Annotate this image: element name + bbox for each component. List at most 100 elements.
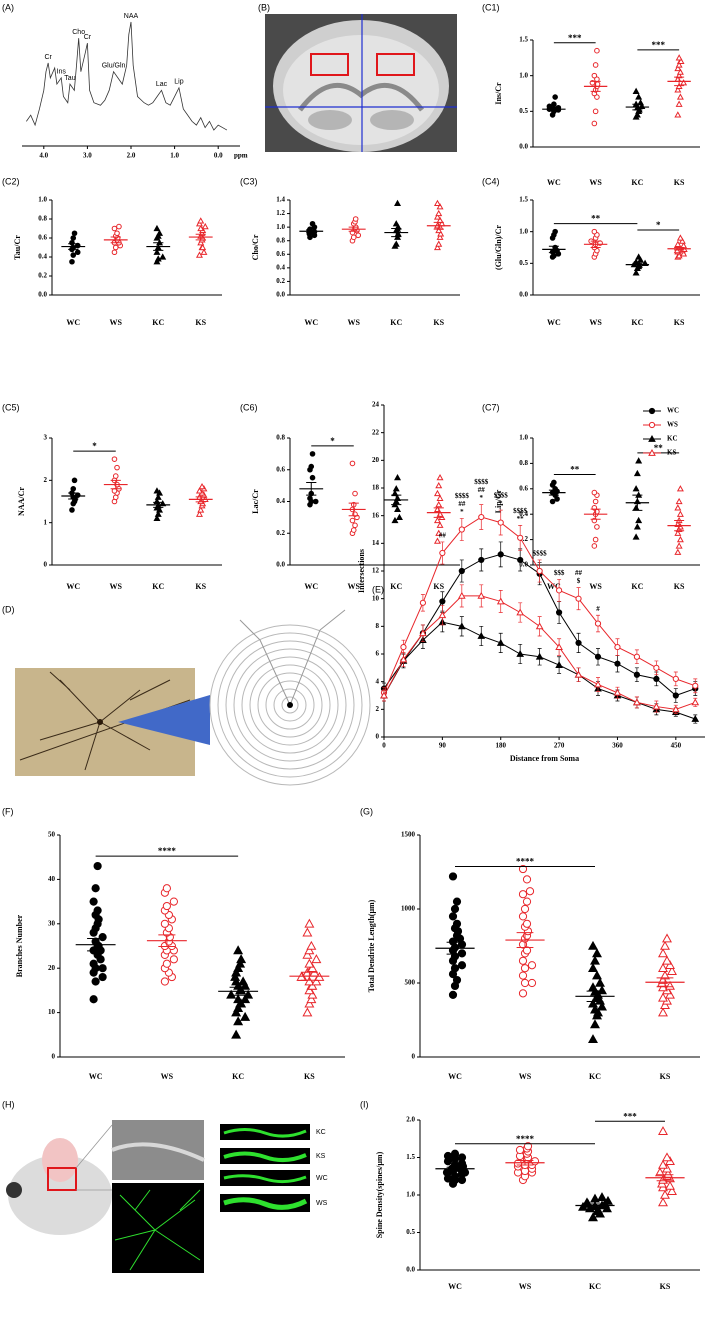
data-point [435, 501, 443, 508]
data-point [306, 940, 317, 950]
data-point [302, 1007, 313, 1017]
data-point [590, 1019, 600, 1029]
data-point [675, 54, 683, 61]
data-point [594, 524, 600, 530]
data-point [231, 1007, 242, 1017]
data-point [675, 497, 683, 505]
data-point [238, 976, 249, 986]
data-point [677, 57, 685, 65]
error-bar [87, 937, 105, 952]
data-point [392, 220, 400, 227]
data-point [457, 622, 466, 630]
y-tick-label: 0.5 [519, 259, 528, 267]
data-point [653, 664, 660, 671]
error-bar [433, 507, 444, 518]
y-tick-label: 1.5 [519, 196, 528, 204]
peak-label: Lac [156, 81, 168, 88]
x-tick-label: KS [660, 1072, 671, 1081]
data-point [588, 998, 598, 1008]
data-point [69, 507, 75, 513]
data-point [448, 990, 458, 999]
data-point [676, 234, 684, 241]
data-point [457, 591, 466, 599]
panel-label: (C2) [2, 176, 20, 186]
x-tick-label: KC [152, 318, 164, 327]
y-tick-label: 0.6 [276, 465, 285, 473]
error-bar [548, 245, 559, 254]
error-bar [229, 986, 247, 996]
data-point [658, 1197, 668, 1207]
y-tick-label: 1500 [401, 831, 416, 839]
significance-label: **** [158, 846, 177, 856]
data-point [71, 477, 78, 484]
data-point [156, 229, 164, 236]
legend-label: WC [667, 407, 679, 415]
x-tick-label: WC [547, 318, 561, 327]
data-point [307, 495, 313, 502]
y-tick-label: 0.6 [38, 234, 47, 242]
data-point [153, 224, 161, 232]
data-point [552, 94, 558, 100]
neuron-confocal [112, 1183, 204, 1273]
data-point [350, 234, 357, 241]
y-tick-label: 6 [376, 650, 380, 658]
error-bar [586, 990, 604, 1002]
y-axis-title: NAA/Cr [17, 487, 26, 516]
y-axis-title: Spine Density(spines/μm) [375, 1151, 384, 1238]
x-tick-label: 2.0 [127, 152, 136, 160]
y-tick-label: 40 [48, 875, 56, 883]
data-point [674, 86, 682, 93]
data-point [665, 960, 675, 970]
data-point [302, 927, 313, 937]
data-point [592, 970, 602, 980]
data-point [233, 994, 244, 1004]
annotation: $$$$ [494, 492, 509, 500]
data-point [433, 489, 441, 497]
data-point [98, 972, 107, 982]
significance-label: *** [623, 1111, 637, 1121]
data-point [112, 473, 119, 479]
y-axis-title: Lac/Cr [251, 489, 260, 514]
data-point [522, 875, 532, 884]
error-bar [158, 934, 176, 947]
significance-label: * [656, 220, 661, 230]
data-point [304, 945, 315, 955]
data-point [633, 523, 641, 530]
data-point [111, 249, 118, 256]
annotation: * [480, 494, 484, 502]
neuron-micrograph [15, 668, 210, 776]
data-point [169, 897, 178, 906]
error-bar [516, 932, 534, 948]
data-point [590, 1193, 600, 1203]
data-point [592, 108, 599, 115]
data-point [520, 978, 530, 988]
strip-label: KS [316, 1153, 326, 1160]
data-point [633, 653, 641, 660]
data-point [518, 956, 528, 965]
error-bar [446, 1166, 464, 1171]
data-point [496, 597, 505, 605]
data-point [665, 1180, 675, 1190]
x-tick-label: WS [110, 318, 123, 327]
data-point [691, 714, 700, 722]
data-point [197, 217, 205, 224]
significance-label: * [330, 436, 335, 446]
panel-label: (F) [2, 806, 14, 816]
y-tick-label: 500 [405, 979, 416, 987]
data-point [153, 487, 161, 494]
data-point [477, 631, 486, 639]
annotation: $$$$ [455, 492, 470, 500]
x-tick-label: KS [674, 318, 685, 327]
spectrum-line [26, 21, 228, 131]
y-tick-label: 1.4 [276, 196, 285, 204]
data-point [195, 487, 203, 494]
y-tick-label: 0.2 [38, 272, 47, 280]
data-point [555, 643, 563, 650]
data-point [552, 228, 558, 235]
data-point [662, 955, 672, 965]
data-point [658, 1007, 668, 1017]
panel-label: (C3) [240, 176, 258, 186]
x-tick-label: WS [519, 1072, 532, 1081]
error-bar [300, 971, 318, 981]
